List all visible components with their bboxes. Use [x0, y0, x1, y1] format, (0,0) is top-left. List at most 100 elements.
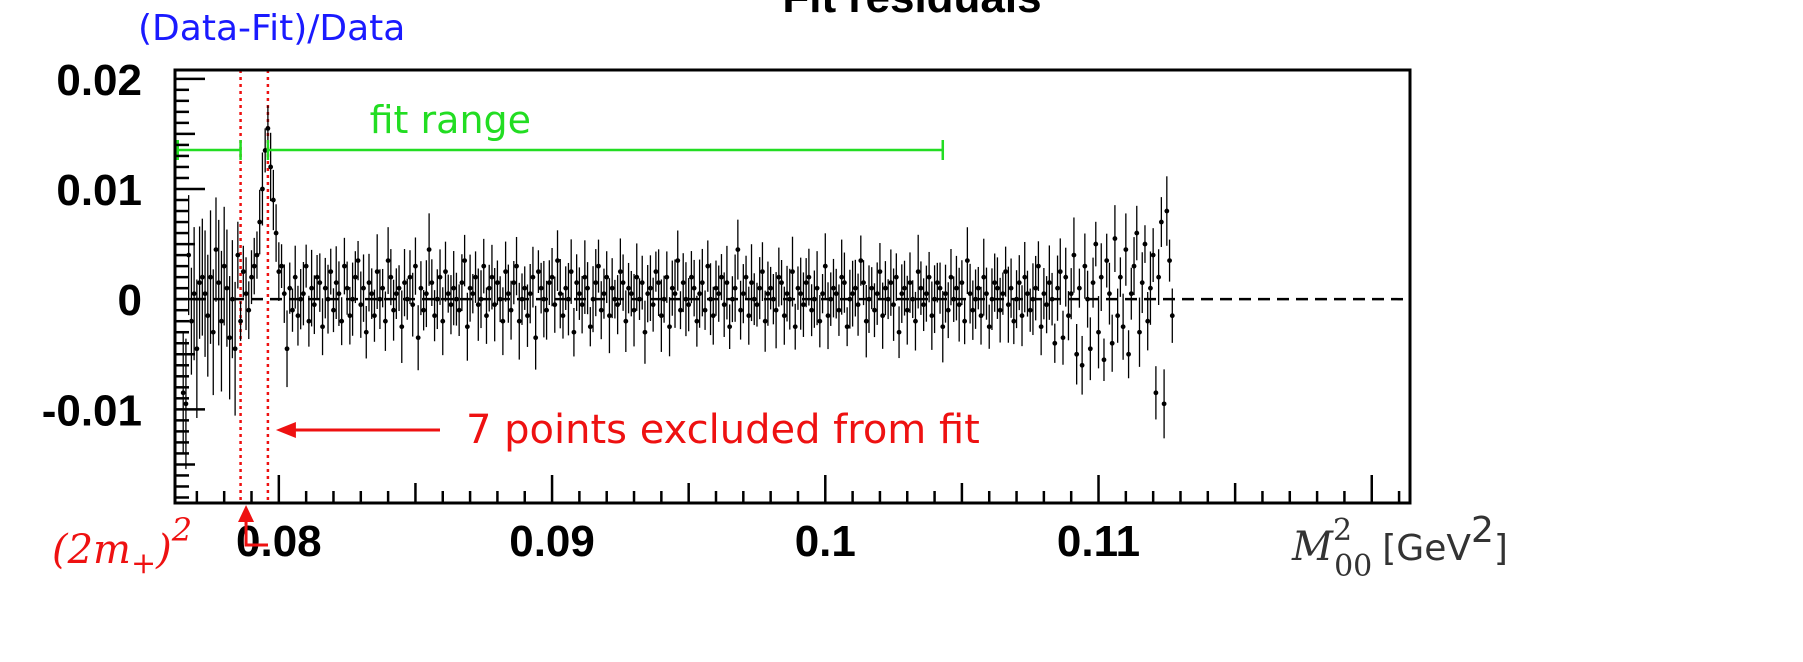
data-point [1101, 357, 1107, 363]
data-point [937, 285, 943, 291]
data-point [637, 296, 642, 302]
x-axis-label-sup: 2 [1333, 513, 1352, 548]
data-point [727, 324, 733, 330]
data-point [708, 296, 713, 302]
data-point [803, 280, 809, 286]
threshold-arrow-head [238, 505, 255, 522]
data-point [516, 318, 522, 324]
data-point [743, 274, 749, 280]
data-point [350, 296, 355, 302]
data-point [749, 280, 754, 286]
data-point [959, 280, 965, 286]
data-point [232, 346, 238, 352]
data-point [814, 285, 820, 291]
data-point [1005, 302, 1011, 308]
data-point [361, 285, 366, 291]
data-point [292, 274, 298, 280]
data-point [320, 324, 325, 330]
data-point [689, 274, 694, 280]
data-point [650, 302, 656, 308]
data-point [828, 296, 834, 302]
data-point [907, 280, 913, 286]
data-point [530, 274, 536, 280]
data-point [984, 291, 989, 297]
data-point [751, 296, 757, 302]
data-point [1044, 302, 1050, 308]
data-point [374, 269, 380, 275]
data-point [366, 280, 372, 286]
data-point [831, 285, 836, 291]
y-axis-label: (Data-Fit)/Data [138, 8, 405, 49]
data-point [645, 291, 651, 297]
data-point [503, 269, 509, 275]
data-point [1038, 324, 1044, 330]
data-point [1104, 258, 1110, 264]
data-point [322, 285, 328, 291]
data-point [656, 280, 662, 286]
data-point [260, 186, 265, 192]
data-point [913, 318, 918, 324]
data-point [287, 285, 293, 291]
data-point [975, 285, 981, 291]
data-point [1128, 291, 1134, 297]
data-point [557, 291, 563, 297]
data-point [746, 313, 752, 319]
data-point [560, 313, 566, 319]
data-point [380, 285, 386, 291]
data-point [680, 280, 686, 286]
data-point [943, 291, 948, 297]
data-point [981, 274, 987, 280]
data-point [888, 280, 894, 286]
data-point [776, 274, 782, 280]
data-point [434, 296, 440, 302]
x-axis-label-unit-sup: 2 [1471, 510, 1494, 551]
data-point [325, 296, 331, 302]
threshold-arrow-shaft [244, 515, 268, 547]
data-point [303, 263, 309, 269]
data-point [705, 263, 711, 269]
data-point [967, 291, 973, 297]
data-point [210, 329, 216, 335]
data-point [910, 296, 916, 302]
data-point [626, 285, 631, 291]
data-point [1008, 285, 1014, 291]
data-point [989, 296, 995, 302]
data-point [986, 324, 992, 330]
data-point [1126, 351, 1131, 357]
data-point [432, 313, 437, 319]
data-point [486, 285, 492, 291]
chart-title: Fit residuals [782, 0, 1041, 22]
data-point [522, 285, 528, 291]
data-point [811, 296, 817, 302]
data-point [574, 280, 580, 286]
data-point [899, 291, 905, 297]
data-point [675, 258, 681, 264]
data-point [459, 280, 465, 286]
data-point [415, 335, 421, 341]
data-point [484, 313, 489, 319]
data-point [694, 318, 700, 324]
axes: 0.08 0.09 0.1 0.11 0.02 0.01 0 -0.01 [42, 56, 1412, 566]
data-point [817, 318, 823, 324]
data-point [806, 274, 812, 280]
threshold-label-close: ) [155, 527, 172, 573]
data-point [866, 296, 872, 302]
data-point [481, 263, 487, 269]
data-points [180, 125, 1175, 407]
data-point [347, 313, 353, 319]
data-point [317, 280, 323, 286]
data-point [541, 296, 547, 302]
data-point [1107, 291, 1112, 297]
data-point [653, 269, 659, 275]
data-point [393, 291, 399, 297]
data-point [492, 302, 498, 308]
data-point [765, 291, 771, 297]
data-point [273, 230, 279, 236]
data-point [790, 269, 795, 275]
data-point [298, 296, 304, 302]
data-point [396, 285, 402, 291]
data-point [219, 318, 224, 324]
data-point [240, 269, 246, 275]
data-point [926, 274, 932, 280]
data-point [1158, 219, 1164, 225]
